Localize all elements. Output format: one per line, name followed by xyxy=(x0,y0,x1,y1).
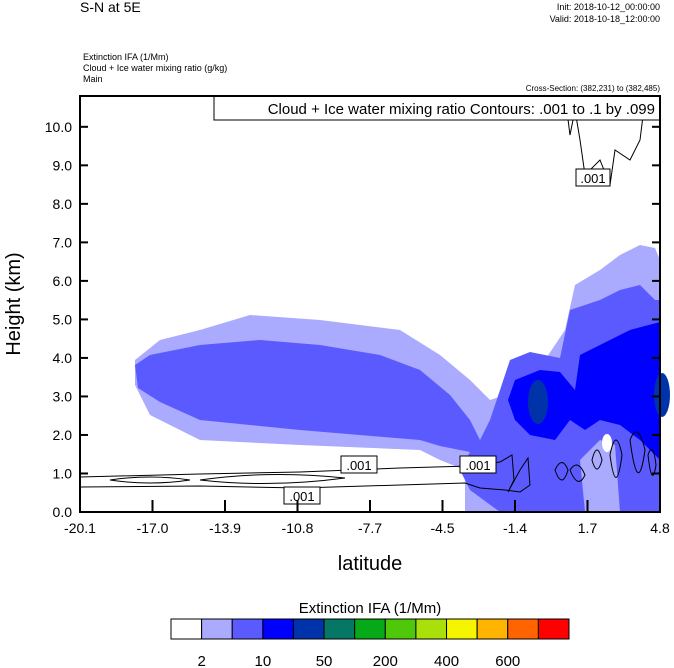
fill-50-200 xyxy=(508,322,660,460)
contour-line xyxy=(629,431,646,474)
x-tick-label: -10.8 xyxy=(282,520,314,536)
contour-line xyxy=(647,448,657,476)
contour-line xyxy=(591,449,603,470)
contour-line xyxy=(199,473,346,485)
fill-clear-pocket xyxy=(602,434,612,452)
colorbar-label: 2 xyxy=(197,653,205,668)
contour-labels: .001 .001 .001 .001 xyxy=(283,168,611,505)
colorbar-label: 200 xyxy=(373,653,398,668)
colorbar-swatch xyxy=(537,618,570,640)
x-tick-label: 4.8 xyxy=(650,520,670,536)
colorbar-swatch xyxy=(323,618,356,640)
colorbar-swatch xyxy=(292,618,325,640)
contour-info-box xyxy=(213,95,661,121)
colorbar-swatch xyxy=(354,618,386,640)
x-tick-label: -1.4 xyxy=(503,520,527,536)
field-label-1: Extinction IFA (1/Mm) xyxy=(83,52,169,62)
colorbar-swatch xyxy=(201,618,233,640)
x-tick-label: -7.7 xyxy=(358,520,382,536)
contour-label: .001 xyxy=(580,171,605,186)
fill-200-400 xyxy=(528,380,548,424)
colorbar-label: 10 xyxy=(255,653,272,668)
field-label-3: Main xyxy=(83,74,103,84)
colorbar-swatch xyxy=(170,618,203,640)
y-axis-label: Height (km) xyxy=(3,252,25,355)
y-tick-label: 4.0 xyxy=(53,350,73,366)
x-tick-label: -17.0 xyxy=(137,520,169,536)
valid-time: Valid: 2018-10-18_12:00:00 xyxy=(550,14,660,24)
colorbar-label: 50 xyxy=(316,653,333,668)
fill-10-50 xyxy=(135,285,660,512)
x-tick-label: 1.7 xyxy=(578,520,598,536)
contour-line xyxy=(569,464,586,482)
contour-label: .001 xyxy=(346,458,371,473)
x-axis-label: latitude xyxy=(338,553,403,575)
colorbar-label: 600 xyxy=(495,653,520,668)
colorbar-swatch xyxy=(507,618,539,640)
field-label-2: Cloud + Ice water mixing ratio (g/kg) xyxy=(83,63,227,73)
y-tick-label: 0.0 xyxy=(53,504,73,520)
y-tick-label: 5.0 xyxy=(53,311,73,327)
contour-line xyxy=(79,454,531,493)
colorbar-swatch xyxy=(446,618,478,640)
y-tick-label: 9.0 xyxy=(53,157,73,173)
colorbar-swatch xyxy=(415,618,448,640)
init-time: Init: 2018-10-12_00:00:00 xyxy=(557,2,660,12)
colorbar-label: 400 xyxy=(434,653,459,668)
colorbar-swatch xyxy=(384,618,417,640)
colorbar: 2 10 50 200 400 600 xyxy=(170,618,570,668)
fill-200-400-right xyxy=(654,373,670,417)
colorbar-swatch xyxy=(476,618,509,640)
contour-line xyxy=(109,476,191,484)
chart-title: Cloud + Ice water mixing ratio Contours:… xyxy=(268,101,655,118)
figure-title: S-N at 5E xyxy=(80,0,141,15)
x-tick-label: -4.5 xyxy=(430,520,454,536)
colorbar-title: Extinction IFA (1/Mm) xyxy=(299,600,442,617)
contour-line xyxy=(554,462,569,481)
y-tick-label: 1.0 xyxy=(53,465,73,481)
y-tick-label: 8.0 xyxy=(53,196,73,212)
colorbar-swatch xyxy=(262,618,294,640)
cross-section-label: Cross-Section: (382,231) to (382,485) xyxy=(526,84,661,93)
x-tick-label: -20.1 xyxy=(64,520,96,536)
colorbar-swatch xyxy=(231,618,264,640)
contour-label: .001 xyxy=(465,458,490,473)
axes: -20.1 -17.0 -13.9 -10.8 -7.7 -4.5 -1.4 1.7 4.8 0.… xyxy=(45,119,670,536)
y-tick-label: 2.0 xyxy=(53,427,73,443)
contour-label: .001 xyxy=(289,489,314,504)
y-tick-label: 7.0 xyxy=(53,234,73,250)
y-tick-label: 3.0 xyxy=(53,388,73,404)
y-tick-label: 6.0 xyxy=(53,273,73,289)
contour-line xyxy=(609,439,623,478)
filled-contours xyxy=(135,245,670,512)
y-tick-label: 10.0 xyxy=(45,119,72,135)
x-tick-label: -13.9 xyxy=(209,520,241,536)
